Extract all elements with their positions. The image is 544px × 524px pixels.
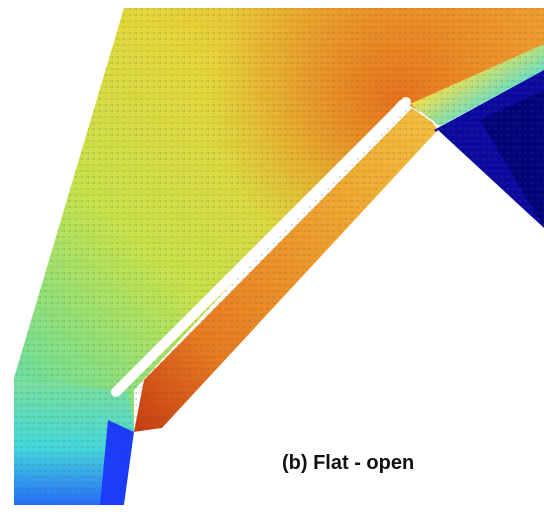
flat-baffle bbox=[111, 97, 411, 397]
solid-wall bbox=[124, 130, 544, 524]
velocity-vectors bbox=[14, 8, 544, 505]
figure-caption: (b) Flat - open bbox=[282, 452, 415, 474]
